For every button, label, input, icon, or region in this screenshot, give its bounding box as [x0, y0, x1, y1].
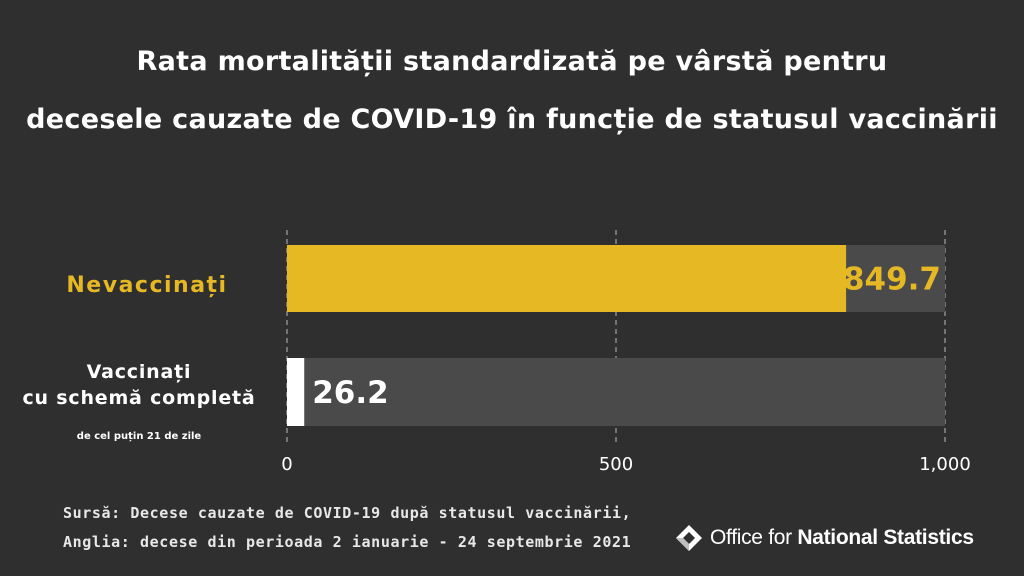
ons-logo-text: Office for National Statistics: [710, 526, 974, 550]
ons-logo-text-bold: National Statistics: [797, 526, 974, 549]
source-line2: Anglia: decese din perioada 2 ianuarie -…: [63, 533, 632, 551]
ons-logo-icon: [676, 525, 702, 551]
ons-logo-text-regular: Office for: [710, 526, 798, 549]
x-tick-label: 0: [281, 454, 292, 475]
ons-logo: Office for National Statistics: [674, 522, 974, 554]
category-label-unvaccinated: Nevaccinați: [66, 273, 227, 298]
x-tick-label: 500: [599, 454, 633, 475]
bar-0: [287, 245, 847, 312]
bar-1: [287, 358, 305, 426]
chart-title-line2: decesele cauzate de COVID-19 în funcție …: [26, 104, 998, 135]
chart-title-line1: Rata mortalității standardizată pe vârst…: [136, 46, 888, 77]
source-line1: Sursă: Decese cauzate de COVID-19 după s…: [63, 504, 632, 522]
bar-track-1: [287, 358, 945, 426]
category-label-vaccinated-line2: cu schemă completă: [22, 387, 255, 409]
category-label-vaccinated-line1: Vaccinați: [87, 361, 192, 383]
bar-value-label-0: 849.7: [843, 262, 941, 298]
bar-value-label-1: 26.2: [312, 375, 389, 411]
category-sublabel-vaccinated: de cel puțin 21 de zile: [77, 431, 202, 442]
x-tick-label: 1,000: [919, 454, 971, 475]
